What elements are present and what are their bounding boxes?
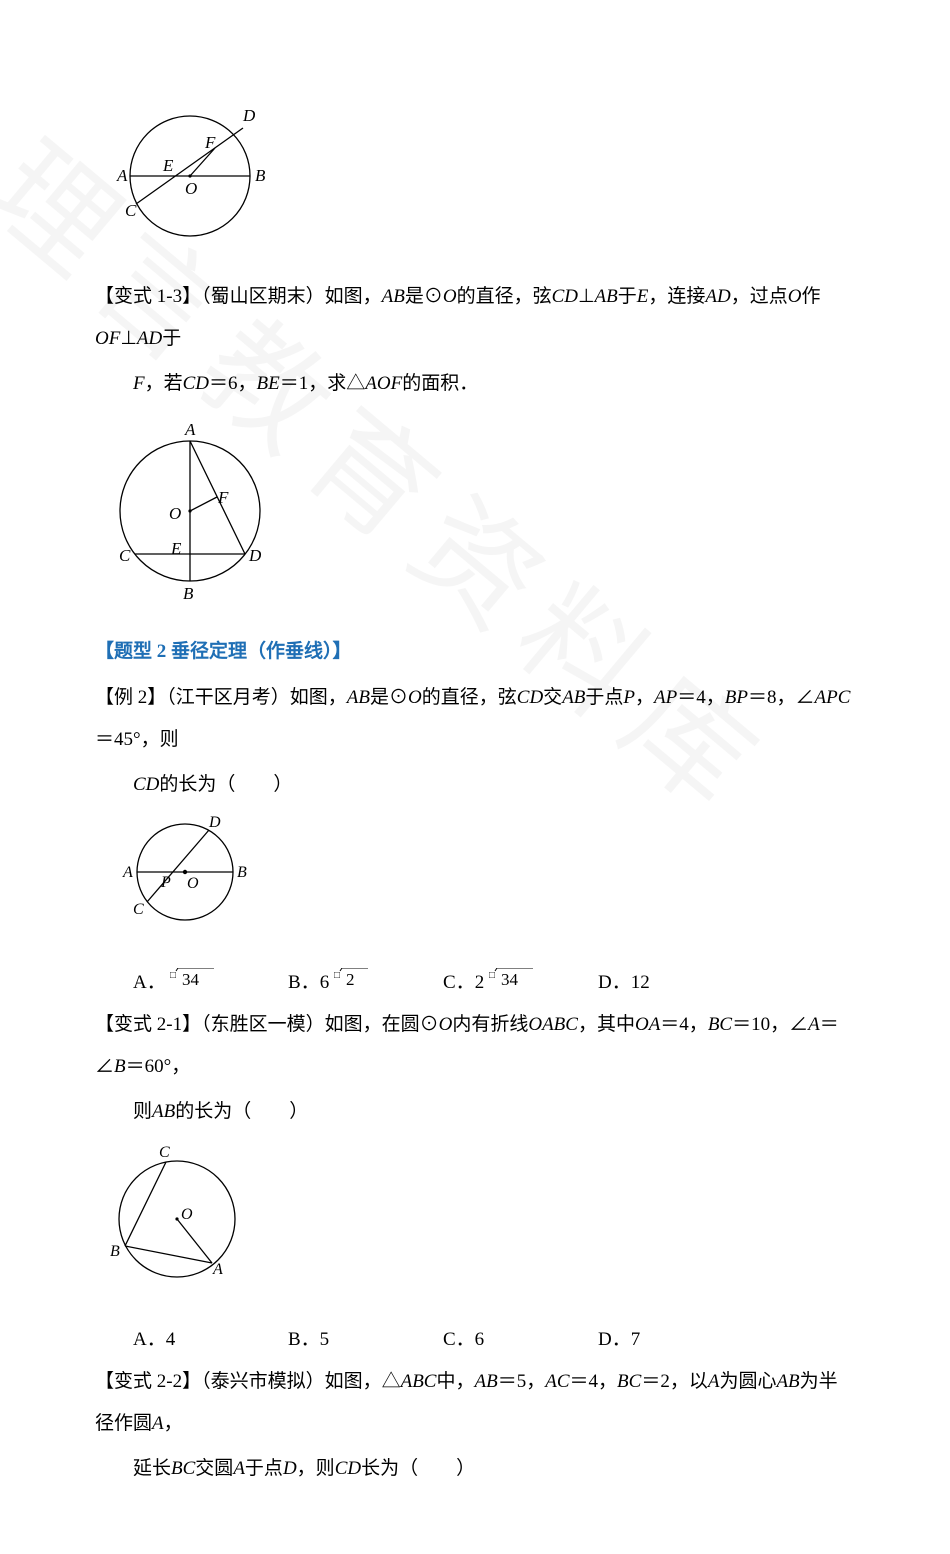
example-2-line1: 【例 2】（江干区月考）如图，AB是⊙O的直径，弦CD交AB于点P，AP＝4，B…	[95, 677, 855, 761]
option-D: D．7	[598, 1319, 753, 1361]
figure-3: A B C D P O	[105, 812, 855, 948]
svg-text:A: A	[184, 420, 196, 439]
figure-4: A B C O	[105, 1139, 855, 1305]
option-C: C．2 □ 34	[443, 962, 598, 1004]
option-A: A． □ 34	[133, 962, 288, 1004]
label-D: D	[242, 106, 256, 125]
variant-2-2-line1: 【变式 2-2】（泰兴市模拟）如图，△ABC中，AB＝5，AC＝4，BC＝2，以…	[95, 1361, 855, 1445]
figure-1: A B C D E F O	[105, 86, 855, 262]
svg-text:O: O	[181, 1206, 193, 1223]
problem-1-3-line2: F，若CD＝6，BE＝1，求△AOF的面积．	[95, 363, 855, 405]
figure-2: A B C D E F O	[105, 411, 855, 617]
svg-text:D: D	[208, 814, 221, 831]
svg-text:F: F	[217, 488, 229, 507]
example-2-options: A． □ 34 B．6 □ 2 C．2 □ 34 D．12	[133, 962, 753, 1004]
label-E: E	[162, 156, 174, 175]
svg-text:□: □	[489, 970, 495, 981]
option-A: A．4	[133, 1319, 288, 1361]
svg-text:O: O	[169, 504, 181, 523]
svg-text:B: B	[110, 1243, 120, 1260]
label-B: B	[255, 166, 266, 185]
svg-text:A: A	[212, 1261, 223, 1278]
svg-text:C: C	[159, 1144, 170, 1161]
example-2-line2: CD的长为（ ）	[95, 764, 855, 806]
label-A: A	[116, 166, 128, 185]
option-B: B．5	[288, 1319, 443, 1361]
label-C: C	[125, 201, 137, 220]
label-O: O	[185, 179, 197, 198]
svg-text:C: C	[133, 901, 144, 918]
variant-2-1-options: A．4 B．5 C．6 D．7	[133, 1319, 753, 1361]
svg-text:A: A	[122, 864, 133, 881]
page: 理言教育资料库 A B C D E F O 【变式 1-3】（蜀山区期末）如图，…	[0, 0, 950, 1554]
heading-type-2: 【题型 2 垂径定理（作垂线）】	[95, 631, 855, 673]
svg-text:□: □	[334, 970, 340, 981]
svg-text:B: B	[183, 584, 194, 601]
option-B: B．6 □ 2	[288, 962, 443, 1004]
svg-text:2: 2	[346, 970, 355, 989]
problem-1-3-line1: 【变式 1-3】（蜀山区期末）如图，AB是⊙O的直径，弦CD⊥AB于E，连接AD…	[95, 276, 855, 360]
svg-text:B: B	[237, 864, 247, 881]
option-D: D．12	[598, 962, 753, 1004]
variant-2-1-line1: 【变式 2-1】（东胜区一模）如图，在圆⊙O内有折线OABC，其中OA＝4，BC…	[95, 1004, 855, 1088]
svg-text:34: 34	[501, 970, 519, 989]
svg-text:P: P	[160, 874, 171, 891]
svg-text:E: E	[170, 539, 182, 558]
option-C: C．6	[443, 1319, 598, 1361]
label-F: F	[204, 133, 216, 152]
variant-2-2-line2: 延长BC交圆A于点D，则CD长为（ ）	[95, 1448, 855, 1490]
svg-text:C: C	[119, 546, 131, 565]
svg-text:O: O	[187, 875, 199, 892]
svg-text:D: D	[248, 546, 262, 565]
variant-2-1-line2: 则AB的长为（ ）	[95, 1091, 855, 1133]
svg-text:□: □	[170, 970, 176, 981]
svg-text:34: 34	[182, 970, 200, 989]
